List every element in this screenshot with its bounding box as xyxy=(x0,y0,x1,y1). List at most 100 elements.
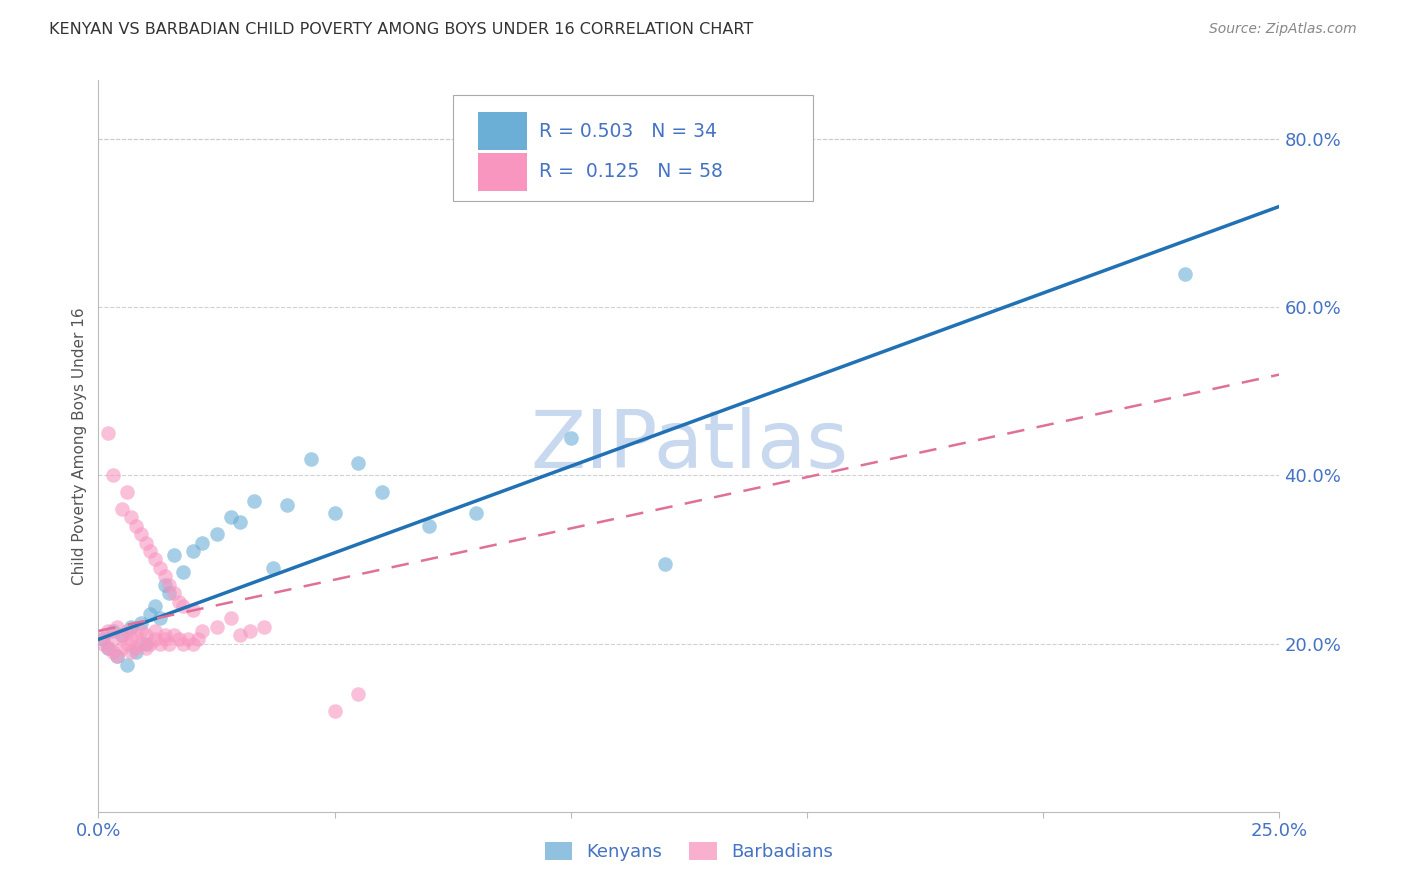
Point xyxy=(560,431,582,445)
Point xyxy=(111,628,134,642)
Text: KENYAN VS BARBADIAN CHILD POVERTY AMONG BOYS UNDER 16 CORRELATION CHART: KENYAN VS BARBADIAN CHILD POVERTY AMONG … xyxy=(49,22,754,37)
Point xyxy=(143,599,166,613)
Point xyxy=(347,456,370,470)
FancyBboxPatch shape xyxy=(478,112,527,151)
FancyBboxPatch shape xyxy=(478,153,527,191)
Point xyxy=(129,624,152,638)
Point xyxy=(111,628,134,642)
Point xyxy=(323,704,346,718)
Point xyxy=(111,502,134,516)
Point xyxy=(181,603,204,617)
Point xyxy=(115,485,138,500)
Point xyxy=(105,649,128,664)
Point xyxy=(187,632,209,647)
Point xyxy=(135,628,157,642)
Point xyxy=(172,599,194,613)
Point xyxy=(149,636,172,650)
Point xyxy=(299,451,322,466)
FancyBboxPatch shape xyxy=(453,95,813,201)
Point xyxy=(139,607,162,622)
Point xyxy=(163,549,186,563)
Text: ZIPatlas: ZIPatlas xyxy=(530,407,848,485)
Point xyxy=(125,519,148,533)
Point xyxy=(129,527,152,541)
Text: R =  0.125   N = 58: R = 0.125 N = 58 xyxy=(538,162,723,181)
Point xyxy=(153,632,176,647)
Point xyxy=(157,578,180,592)
Text: R = 0.503   N = 34: R = 0.503 N = 34 xyxy=(538,122,717,141)
Point xyxy=(139,636,162,650)
Point xyxy=(153,628,176,642)
Point xyxy=(97,426,120,441)
Point xyxy=(143,632,166,647)
Point xyxy=(181,544,204,558)
Point xyxy=(153,578,176,592)
Point xyxy=(347,687,370,701)
Point xyxy=(91,628,114,642)
Legend: Kenyans, Barbadians: Kenyans, Barbadians xyxy=(537,835,841,869)
Point xyxy=(1174,267,1197,281)
Point xyxy=(91,632,114,647)
Text: Source: ZipAtlas.com: Source: ZipAtlas.com xyxy=(1209,22,1357,37)
Point xyxy=(125,645,148,659)
Point xyxy=(97,624,120,638)
Point xyxy=(153,569,176,583)
Point xyxy=(205,527,228,541)
Point xyxy=(111,640,134,655)
Point xyxy=(654,557,676,571)
Point xyxy=(97,640,120,655)
Point xyxy=(105,649,128,664)
Point xyxy=(205,620,228,634)
Point xyxy=(219,510,242,524)
Point xyxy=(167,594,190,608)
Point xyxy=(121,645,143,659)
Point xyxy=(219,611,242,625)
Point xyxy=(101,645,124,659)
Point xyxy=(163,628,186,642)
Point xyxy=(163,586,186,600)
Point xyxy=(125,628,148,642)
Point xyxy=(253,620,276,634)
Point xyxy=(101,632,124,647)
Point xyxy=(101,624,124,638)
Point xyxy=(97,640,120,655)
Point xyxy=(115,624,138,638)
Point xyxy=(323,506,346,520)
Point xyxy=(262,561,284,575)
Point xyxy=(229,515,252,529)
Point xyxy=(172,636,194,650)
Point xyxy=(191,535,214,549)
Point xyxy=(135,535,157,549)
Point xyxy=(191,624,214,638)
Point xyxy=(121,510,143,524)
Point xyxy=(115,636,138,650)
Point xyxy=(418,519,440,533)
Point xyxy=(157,586,180,600)
Point xyxy=(177,632,200,647)
Point xyxy=(135,636,157,650)
Point xyxy=(115,657,138,672)
Point xyxy=(105,620,128,634)
Point xyxy=(149,561,172,575)
Point xyxy=(135,640,157,655)
Point xyxy=(139,544,162,558)
Point xyxy=(276,498,298,512)
Y-axis label: Child Poverty Among Boys Under 16: Child Poverty Among Boys Under 16 xyxy=(72,307,87,585)
Point xyxy=(91,636,114,650)
Point xyxy=(239,624,262,638)
Point xyxy=(181,636,204,650)
Point xyxy=(149,611,172,625)
Point xyxy=(157,636,180,650)
Point xyxy=(101,468,124,483)
Point xyxy=(172,565,194,579)
Point xyxy=(167,632,190,647)
Point xyxy=(371,485,394,500)
Point xyxy=(229,628,252,642)
Point xyxy=(129,615,152,630)
Point xyxy=(143,624,166,638)
Point xyxy=(125,640,148,655)
Point xyxy=(121,620,143,634)
Point xyxy=(465,506,488,520)
Point xyxy=(243,493,266,508)
Point xyxy=(143,552,166,566)
